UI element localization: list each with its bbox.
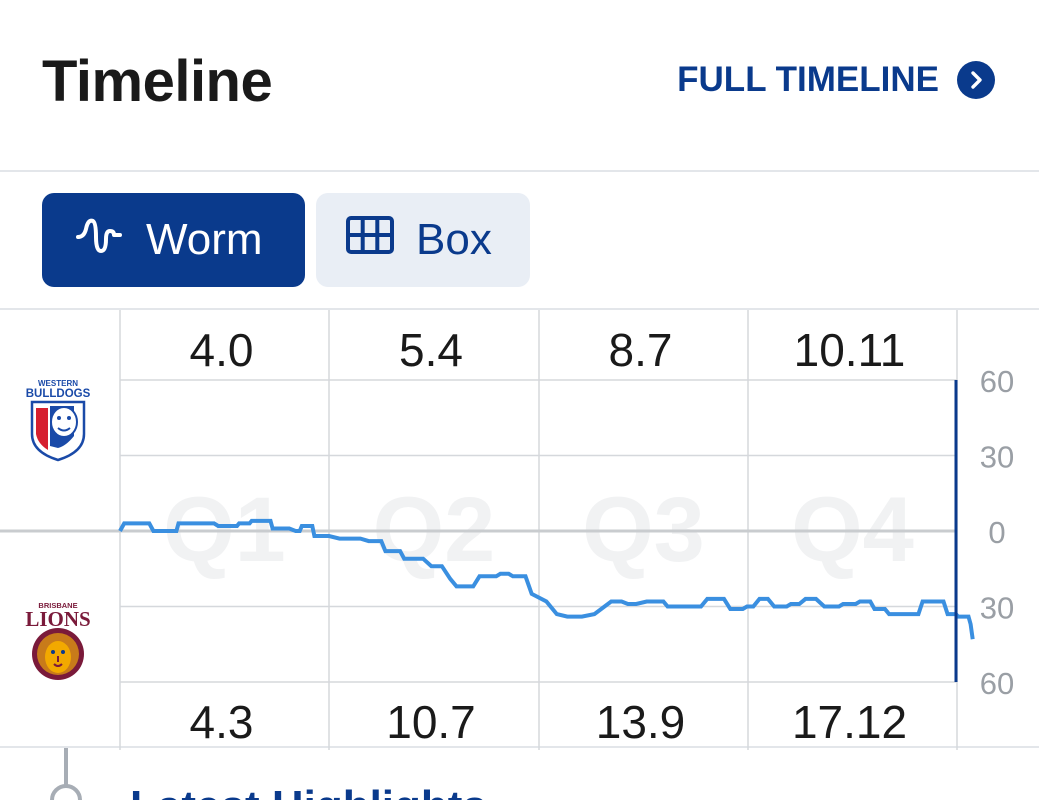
svg-text:LIONS: LIONS bbox=[25, 607, 90, 631]
svg-text:BRISBANE: BRISBANE bbox=[38, 601, 77, 610]
worm-view-button[interactable]: Worm bbox=[42, 193, 305, 287]
y-axis-tick-label: 0 bbox=[988, 515, 1005, 550]
timeline-dot bbox=[50, 784, 82, 800]
box-view-button[interactable]: Box bbox=[316, 193, 530, 287]
timeline-header: Timeline FULL TIMELINE bbox=[0, 0, 1039, 172]
y-axis-tick-label: 30 bbox=[980, 440, 1014, 475]
worm-line bbox=[118, 518, 975, 640]
home-quarter-score: 4.0 bbox=[190, 324, 254, 376]
away-quarter-score: 4.3 bbox=[190, 696, 254, 748]
away-quarter-score: 17.12 bbox=[792, 696, 907, 748]
timeline-connector bbox=[64, 748, 68, 800]
home-quarter-score: 8.7 bbox=[609, 324, 673, 376]
brisbane-lions-logo: BRISBANE LIONS bbox=[22, 600, 94, 682]
y-axis-tick-label: 60 bbox=[980, 666, 1014, 701]
western-bulldogs-logo: WESTERN BULLDOGS bbox=[22, 376, 94, 462]
timeline-list: Latest Highlights bbox=[0, 748, 1039, 800]
latest-highlights-heading[interactable]: Latest Highlights bbox=[130, 782, 487, 800]
home-quarter-score: 10.11 bbox=[794, 324, 906, 376]
worm-chart: Q1 Q2 Q3 Q4 60 30 0 30 60 4.0 5.4 8.7 10.11 4.3 10.7 13… bbox=[0, 308, 1039, 750]
chevron-right-icon bbox=[957, 61, 995, 99]
box-view-label: Box bbox=[416, 215, 492, 264]
page-title: Timeline bbox=[42, 49, 273, 114]
y-axis-tick-label: 60 bbox=[980, 364, 1014, 399]
away-quarter-score: 13.9 bbox=[596, 696, 686, 748]
away-quarter-score: 10.7 bbox=[386, 696, 476, 748]
full-timeline-label: FULL TIMELINE bbox=[677, 60, 939, 99]
svg-text:WESTERN: WESTERN bbox=[38, 379, 78, 388]
home-quarter-score: 5.4 bbox=[399, 324, 463, 376]
svg-text:BULLDOGS: BULLDOGS bbox=[26, 388, 91, 400]
worm-icon bbox=[74, 213, 124, 268]
full-timeline-link[interactable]: FULL TIMELINE bbox=[677, 60, 995, 100]
y-axis-tick-label: 30 bbox=[980, 591, 1014, 626]
grid-icon bbox=[346, 215, 394, 265]
worm-view-label: Worm bbox=[146, 215, 263, 264]
